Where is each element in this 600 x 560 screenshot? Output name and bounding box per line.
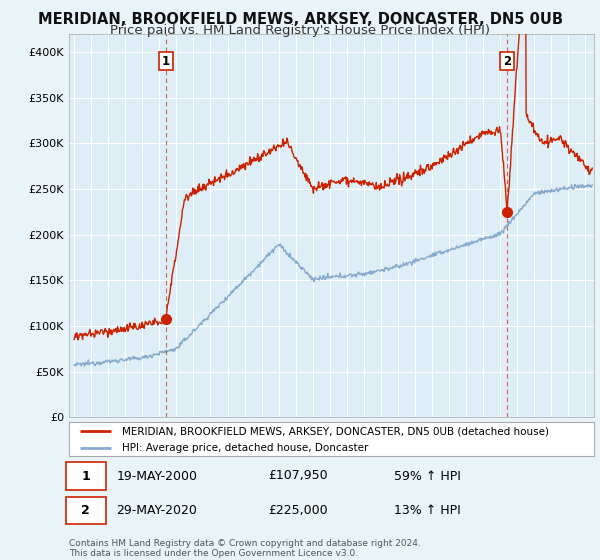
Text: 29-MAY-2020: 29-MAY-2020 — [116, 504, 197, 517]
Text: 59% ↑ HPI: 59% ↑ HPI — [395, 469, 461, 483]
Text: 1: 1 — [162, 54, 170, 68]
FancyBboxPatch shape — [67, 497, 106, 525]
Text: 1: 1 — [82, 469, 90, 483]
Text: Contains HM Land Registry data © Crown copyright and database right 2024.
This d: Contains HM Land Registry data © Crown c… — [69, 539, 421, 558]
Text: MERIDIAN, BROOKFIELD MEWS, ARKSEY, DONCASTER, DN5 0UB: MERIDIAN, BROOKFIELD MEWS, ARKSEY, DONCA… — [37, 12, 563, 27]
FancyBboxPatch shape — [67, 462, 106, 490]
Text: £107,950: £107,950 — [269, 469, 328, 483]
Text: HPI: Average price, detached house, Doncaster: HPI: Average price, detached house, Donc… — [121, 443, 368, 452]
Text: Price paid vs. HM Land Registry's House Price Index (HPI): Price paid vs. HM Land Registry's House … — [110, 24, 490, 37]
Text: 19-MAY-2000: 19-MAY-2000 — [116, 469, 197, 483]
Text: 2: 2 — [82, 504, 90, 517]
Text: £225,000: £225,000 — [269, 504, 328, 517]
Text: MERIDIAN, BROOKFIELD MEWS, ARKSEY, DONCASTER, DN5 0UB (detached house): MERIDIAN, BROOKFIELD MEWS, ARKSEY, DONCA… — [121, 426, 548, 436]
Text: 2: 2 — [503, 54, 511, 68]
Text: 13% ↑ HPI: 13% ↑ HPI — [395, 504, 461, 517]
